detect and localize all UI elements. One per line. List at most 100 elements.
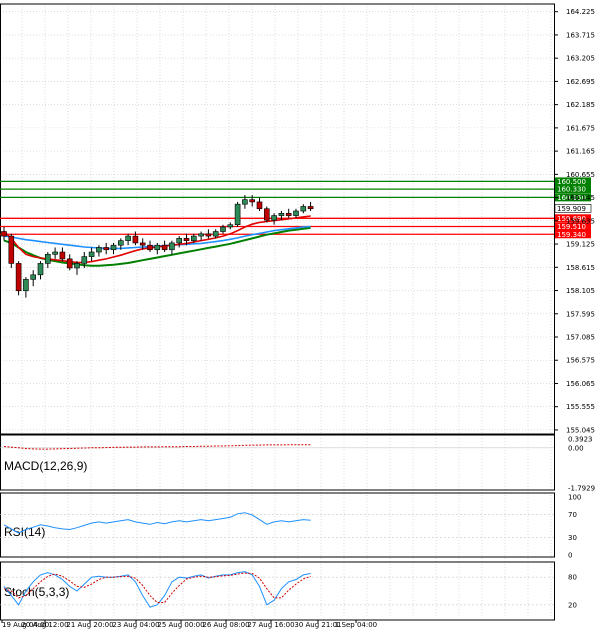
ma-slow-line xyxy=(3,226,311,267)
price-tick-label: 164.225 xyxy=(566,8,595,16)
candle-body xyxy=(44,254,51,264)
price-tick-label: 155.045 xyxy=(566,426,595,434)
candle-body xyxy=(234,203,241,225)
candle-body xyxy=(242,199,248,205)
stoch-tick-label: 80 xyxy=(568,574,577,582)
level-tag-label: 160.330 xyxy=(557,186,586,194)
panel-frame xyxy=(0,3,555,435)
candle-body xyxy=(278,213,285,216)
candlesticks xyxy=(1,195,314,298)
price-tick-label: 155.555 xyxy=(566,403,595,411)
candle-body xyxy=(198,233,204,237)
macd-tick-label: 0.00 xyxy=(568,444,584,452)
candle-body xyxy=(66,258,73,269)
price-tick-label: 160.145 xyxy=(566,194,595,202)
candle-body xyxy=(52,251,58,255)
time-tick-label: 1 Sep 04:00 xyxy=(335,621,377,629)
level-tag xyxy=(555,177,591,186)
candle-body xyxy=(169,242,175,251)
time-tick-label: 30 Aug 21:01 xyxy=(294,621,341,629)
candle-body xyxy=(118,240,124,246)
candle-body xyxy=(74,263,80,269)
grid xyxy=(0,6,554,618)
level-tag xyxy=(555,193,591,202)
candle-body xyxy=(147,244,153,251)
rsi-tick-label: 70 xyxy=(568,511,577,519)
rsi-line xyxy=(3,512,311,534)
price-tick-label: 162.695 xyxy=(566,78,595,86)
candle-body xyxy=(8,235,15,264)
price-tick-label: 158.105 xyxy=(566,287,595,295)
candle-body xyxy=(293,210,299,216)
candle-body xyxy=(183,238,190,241)
candle-body xyxy=(307,206,314,210)
price-tick-label: 163.205 xyxy=(566,55,595,63)
candle-body xyxy=(212,231,219,237)
current-price-label: 159.909 xyxy=(557,205,586,213)
level-tag-label: 159.690 xyxy=(557,215,586,223)
level-tag xyxy=(555,214,591,223)
macd-tick-label: -1.7929 xyxy=(568,485,595,493)
candle-body xyxy=(110,244,117,251)
level-tag-label: 160.150 xyxy=(557,194,586,202)
price-tick-label: 158.615 xyxy=(566,264,595,272)
price-tick-label: 157.085 xyxy=(566,334,595,342)
stoch-k-line xyxy=(3,571,311,608)
time-tick-label: 20 Aug 12:00 xyxy=(21,621,68,629)
candle-body xyxy=(161,244,168,251)
candle-body xyxy=(154,244,161,251)
price-tick-label: 161.165 xyxy=(566,148,595,156)
price-tick-label: 156.575 xyxy=(566,357,595,365)
price-tick-label: 162.185 xyxy=(566,101,595,109)
candle-body xyxy=(271,215,277,221)
panel-frames xyxy=(0,3,555,621)
macd-signal-line xyxy=(3,444,311,450)
time-tick-label: 27 Aug 16:00 xyxy=(247,621,294,629)
candle-body xyxy=(227,224,234,228)
candle-body xyxy=(220,226,226,232)
level-tag-label: 159.340 xyxy=(557,231,586,239)
stoch-title: Stoch(5,3,3) xyxy=(4,585,69,599)
candle-body xyxy=(285,213,292,216)
level-tag-label: 159.510 xyxy=(557,223,586,231)
rsi-tick-label: 30 xyxy=(568,534,577,542)
candle-body xyxy=(88,251,95,257)
candle-body xyxy=(263,208,270,221)
candle-body xyxy=(30,274,37,280)
candle-body xyxy=(103,247,109,251)
price-axis: 164.225 163.715 163.205 162.695 162.185 161.6… xyxy=(554,8,595,434)
candle-body xyxy=(249,199,255,203)
stoch-tick-label: 20 xyxy=(568,601,577,609)
level-tag xyxy=(555,185,591,194)
rsi-tick-label: 0 xyxy=(568,552,572,560)
candle-body xyxy=(37,263,44,276)
level-tag-label: 160.500 xyxy=(557,178,586,186)
level-tag xyxy=(555,230,591,239)
candle-body xyxy=(59,251,66,260)
time-tick-label: 19 Aug 04:00 xyxy=(2,621,49,629)
price-tick-label: 159.635 xyxy=(566,217,595,225)
candle-body xyxy=(139,242,146,246)
panel-frame xyxy=(0,492,555,558)
panel-frame xyxy=(0,561,555,621)
time-tick-label: 25 Aug 00:00 xyxy=(157,621,204,629)
time-tick-label: 23 Aug 04:00 xyxy=(112,621,159,629)
candle-body xyxy=(15,263,22,292)
time-tick-label: 26 Aug 08:00 xyxy=(202,621,249,629)
rsi-panel: RSI(14) 100 70 30 0 xyxy=(0,494,581,560)
rsi-tick-label: 100 xyxy=(568,494,581,502)
macd-title: MACD(12,26,9) xyxy=(4,459,87,473)
candle-body xyxy=(96,247,102,253)
rsi-title: RSI(14) xyxy=(4,525,45,539)
price-tick-label: 157.595 xyxy=(566,310,595,318)
price-tick-label: 163.715 xyxy=(566,31,595,39)
panel-frame xyxy=(0,434,555,491)
candle-body xyxy=(1,231,7,237)
macd-tick-label: 0.3923 xyxy=(568,436,593,444)
price-tick-label: 160.655 xyxy=(566,171,595,179)
current-price-tag xyxy=(554,204,592,213)
